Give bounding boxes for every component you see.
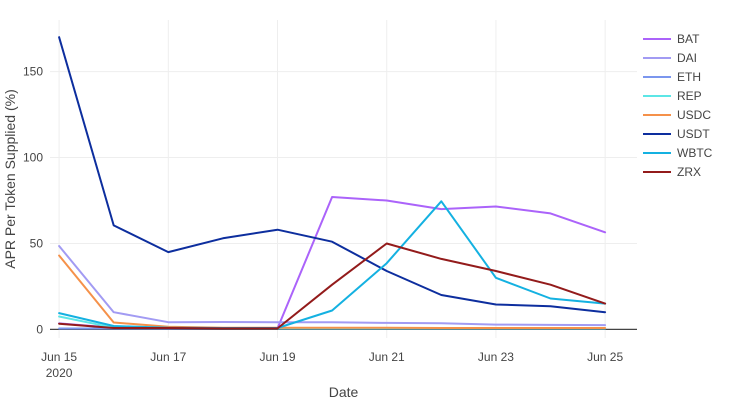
series-line-bat (58, 196, 607, 330)
x-tick-label: Jun 21 (369, 350, 405, 364)
x-tick-label: Jun 15 (41, 350, 77, 364)
legend-item-dai[interactable]: DAI (643, 51, 697, 65)
y-tick-label: 50 (30, 236, 44, 250)
y-tick-label: 150 (23, 65, 43, 79)
x-axis-ticks: Jun 15 2020 Jun 17 Jun 19 Jun 21 Jun 23 Jun 25 (41, 350, 623, 380)
series-lines (58, 36, 607, 330)
y-axis-title: APR Per Token Supplied (%) (2, 89, 18, 269)
x-tick-label: Jun 19 (260, 350, 296, 364)
legend-label: USDC (677, 108, 711, 122)
series-line-dai (58, 245, 607, 327)
legend-item-zrx[interactable]: ZRX (643, 165, 701, 179)
legend-item-bat[interactable]: BAT (643, 32, 700, 46)
x-tick-label: Jun 17 (150, 350, 186, 364)
legend-label: ZRX (677, 165, 701, 179)
legend-item-usdc[interactable]: USDC (643, 108, 711, 122)
legend[interactable]: BAT DAI ETH REP USDC USDT WBTC ZRX (643, 32, 713, 179)
legend-label: USDT (677, 127, 710, 141)
y-tick-label: 0 (36, 322, 43, 336)
x-tick-label: Jun 23 (478, 350, 514, 364)
legend-label: REP (677, 89, 702, 103)
y-tick-label: 100 (23, 151, 43, 165)
legend-label: BAT (677, 32, 700, 46)
x-tick-label: Jun 25 (587, 350, 623, 364)
legend-item-wbtc[interactable]: WBTC (643, 146, 713, 160)
y-axis-ticks: 0 50 100 150 (23, 65, 43, 337)
legend-label: DAI (677, 51, 697, 65)
x-axis-title: Date (329, 384, 359, 400)
legend-label: ETH (677, 70, 701, 84)
series-line-usdc (58, 254, 607, 329)
legend-item-usdt[interactable]: USDT (643, 127, 710, 141)
series-line-usdt (58, 36, 607, 314)
legend-label: WBTC (677, 146, 713, 160)
grid (50, 20, 637, 338)
x-tick-sublabel: 2020 (46, 366, 73, 380)
legend-item-rep[interactable]: REP (643, 89, 702, 103)
series-line-zrx (58, 242, 607, 330)
series-line-wbtc (58, 200, 607, 329)
legend-item-eth[interactable]: ETH (643, 70, 701, 84)
